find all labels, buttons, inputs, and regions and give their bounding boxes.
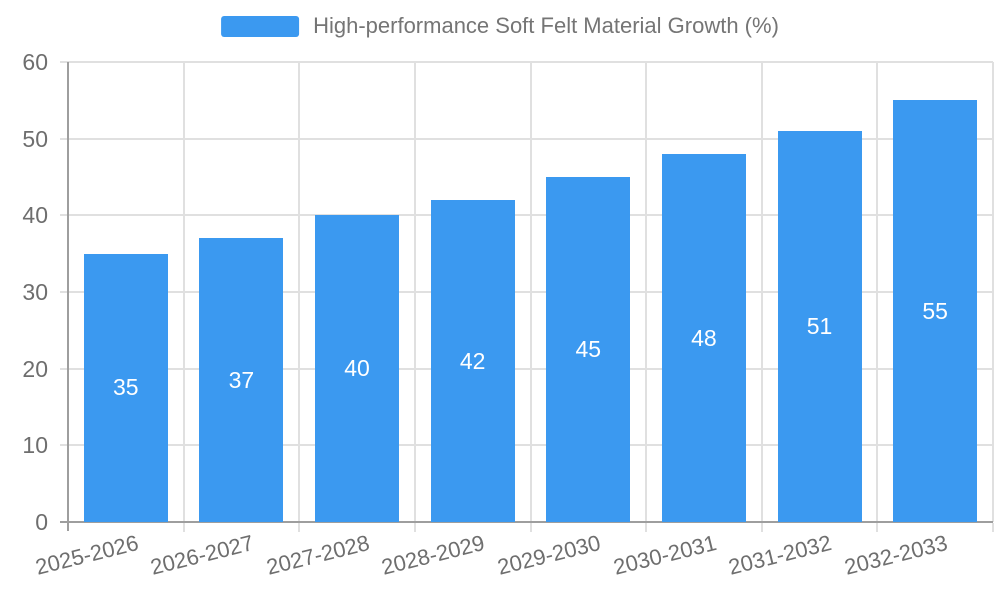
x-axis-line xyxy=(60,521,993,523)
y-gridline xyxy=(60,61,993,63)
bar-value-label: 51 xyxy=(806,313,833,339)
bar-value-label: 45 xyxy=(575,336,602,362)
bar[interactable]: 45 xyxy=(546,177,631,522)
x-tick-label: 2025-2026 xyxy=(32,530,141,580)
y-gridline xyxy=(60,291,993,293)
x-tick-label: 2029-2030 xyxy=(494,530,604,580)
x-tick-mark xyxy=(298,523,301,532)
bar-value-label: 42 xyxy=(459,347,486,374)
x-tick-mark xyxy=(992,523,994,532)
x-tick-label: 2032-2033 xyxy=(841,530,950,580)
y-tick-label: 0 xyxy=(35,509,48,535)
x-gridline xyxy=(645,62,648,522)
x-tick-mark xyxy=(876,523,879,532)
y-axis-line xyxy=(67,62,69,531)
y-gridline xyxy=(60,367,993,370)
bar[interactable]: 42 xyxy=(430,200,515,522)
legend-item[interactable]: High-performance Soft Felt Material Grow… xyxy=(221,13,779,39)
bar-value-label: 35 xyxy=(113,374,139,401)
x-tick-label: 2027-2028 xyxy=(263,530,372,580)
y-tick-label: 30 xyxy=(22,279,48,305)
x-tick-label: 2030-2031 xyxy=(610,530,719,580)
x-tick-mark xyxy=(529,523,532,532)
bar[interactable]: 55 xyxy=(893,100,978,522)
bar-value-label: 40 xyxy=(344,355,370,382)
x-gridline xyxy=(182,62,185,522)
x-tick-label: 2031-2032 xyxy=(726,530,835,580)
y-tick-label: 20 xyxy=(22,355,48,382)
x-tick-mark xyxy=(645,523,648,532)
bar[interactable]: 35 xyxy=(83,253,168,522)
x-tick-label: 2026-2027 xyxy=(148,530,257,580)
bar[interactable]: 48 xyxy=(661,154,746,522)
bar[interactable]: 51 xyxy=(777,131,862,522)
y-gridline xyxy=(60,214,993,217)
x-gridline xyxy=(413,62,416,522)
y-tick-label: 50 xyxy=(22,125,48,152)
x-gridline xyxy=(298,62,301,522)
x-tick-mark xyxy=(182,523,185,532)
y-gridline xyxy=(60,444,993,447)
x-tick-mark xyxy=(413,523,416,532)
x-gridline xyxy=(876,62,879,522)
x-tick-mark xyxy=(760,523,763,532)
legend-swatch xyxy=(221,15,300,37)
bar-value-label: 37 xyxy=(228,366,255,393)
legend-label: High-performance Soft Felt Material Grow… xyxy=(313,13,779,38)
x-tick-label: 2028-2029 xyxy=(379,530,488,580)
bar[interactable]: 37 xyxy=(199,238,284,522)
bar-value-label: 48 xyxy=(691,324,717,351)
y-gridline xyxy=(60,137,993,140)
bar-value-label: 55 xyxy=(922,297,948,324)
x-gridline xyxy=(529,62,532,522)
x-gridline xyxy=(992,62,994,522)
x-gridline xyxy=(760,62,763,522)
y-tick-label: 10 xyxy=(22,432,48,459)
bar[interactable]: 40 xyxy=(315,215,400,522)
y-tick-label: 40 xyxy=(22,202,48,229)
y-tick-label: 60 xyxy=(22,49,48,75)
